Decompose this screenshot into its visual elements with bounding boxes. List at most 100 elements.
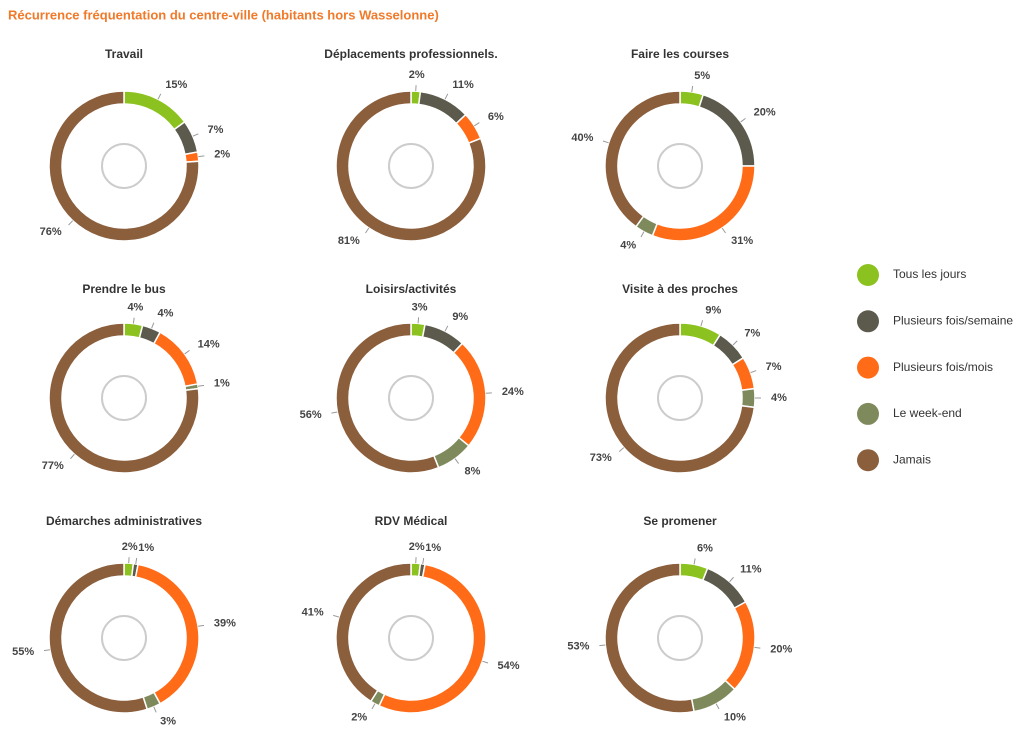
legend-label: Jamais	[893, 452, 931, 466]
donut-slice	[48, 562, 149, 714]
legend-swatch	[857, 310, 879, 333]
donut-slice	[152, 331, 199, 388]
legend-swatch	[857, 449, 879, 472]
legend-swatch	[857, 264, 879, 286]
donut-slice	[740, 387, 756, 409]
icon-placeholder	[657, 143, 703, 189]
donut-slice	[724, 600, 756, 691]
leader-line	[157, 93, 162, 100]
donut-slice	[698, 93, 756, 167]
chart-title: Faire les courses	[631, 47, 729, 61]
chart-title: RDV Médical	[375, 514, 448, 528]
legend-swatch	[857, 356, 879, 379]
leader-line	[192, 133, 199, 137]
donut-slice	[421, 323, 464, 354]
leader-line	[618, 447, 625, 452]
leader-line	[184, 349, 190, 355]
value-label: 11%	[740, 564, 762, 576]
leader-line	[43, 649, 51, 652]
icon-placeholder	[657, 615, 703, 661]
legend-label: Tous les jours	[893, 267, 966, 281]
value-label: 4%	[127, 302, 143, 314]
leader-line	[474, 122, 480, 127]
leader-line	[715, 703, 720, 710]
icon-placeholder	[101, 143, 147, 189]
leader-line	[198, 155, 205, 158]
value-label: 7%	[744, 328, 760, 340]
donut-slice	[48, 90, 200, 242]
value-label: 6%	[488, 111, 504, 123]
leader-line	[750, 370, 757, 374]
donut-slice	[417, 90, 467, 125]
value-label: 3%	[412, 301, 428, 313]
donut-slice	[651, 165, 756, 242]
leader-line	[732, 340, 738, 346]
icon-placeholder	[657, 375, 703, 421]
value-label: 7%	[766, 361, 782, 373]
leader-line	[729, 576, 734, 583]
legend-label: Le week-end	[893, 406, 962, 420]
donut-slice	[432, 436, 470, 469]
value-label: 9%	[705, 305, 721, 317]
donut-slice	[335, 562, 412, 703]
leader-line	[454, 458, 460, 464]
value-label: 8%	[464, 466, 480, 478]
legend-swatch	[857, 402, 879, 425]
icon-placeholder	[101, 375, 147, 421]
donut-slice	[335, 90, 487, 242]
value-label: 81%	[338, 235, 360, 247]
donut-slice	[184, 151, 200, 163]
leader-line	[197, 384, 205, 387]
icon-placeholder	[101, 615, 147, 661]
value-label: 9%	[452, 311, 468, 323]
value-label: 4%	[157, 307, 173, 319]
value-label: 40%	[571, 132, 593, 144]
value-label: 6%	[697, 543, 713, 555]
value-label: 5%	[694, 70, 710, 82]
donut-slice	[604, 322, 756, 474]
value-label: 2%	[122, 541, 138, 553]
donut-slice	[690, 679, 736, 713]
leader-line	[640, 231, 645, 238]
value-label: 39%	[214, 618, 236, 630]
leader-line	[754, 646, 761, 649]
icon-placeholder	[388, 143, 434, 189]
legend-label: Plusieurs fois/semaine	[893, 313, 1013, 327]
value-label: 1%	[214, 378, 230, 390]
value-label: 2%	[409, 541, 425, 553]
value-label: 11%	[452, 79, 474, 91]
donut-slice	[48, 322, 200, 474]
leader-line	[331, 411, 338, 414]
leader-line	[700, 320, 704, 327]
value-label: 24%	[502, 386, 524, 398]
value-label: 3%	[160, 715, 176, 727]
value-label: 53%	[567, 640, 589, 652]
value-label: 2%	[214, 149, 230, 161]
value-label: 55%	[12, 646, 34, 658]
leader-line	[422, 557, 425, 565]
value-label: 10%	[724, 712, 746, 724]
leader-line	[333, 614, 340, 618]
leader-line	[151, 322, 155, 329]
donut-slice	[335, 322, 440, 474]
donut-slice	[679, 322, 722, 347]
chart-title: Déplacements professionnels.	[324, 47, 497, 61]
chart-title: Se promener	[643, 514, 717, 528]
value-label: 14%	[198, 338, 220, 350]
donut-slice	[123, 90, 186, 131]
icon-placeholder	[388, 375, 434, 421]
donut-slice	[731, 356, 756, 392]
chart-title: Loisirs/activités	[366, 282, 457, 296]
value-label: 7%	[208, 124, 224, 136]
value-label: 56%	[300, 409, 322, 421]
donut-slice	[173, 120, 199, 156]
leader-line	[371, 703, 376, 710]
leader-line	[602, 140, 609, 144]
page-title: Récurrence fréquentation du centre-ville…	[8, 7, 439, 22]
leader-line	[740, 117, 746, 123]
chart-title: Travail	[105, 47, 143, 61]
value-label: 76%	[40, 226, 62, 238]
legend-label: Plusieurs fois/mois	[893, 360, 993, 374]
icon-placeholder	[388, 615, 434, 661]
value-label: 2%	[351, 712, 367, 724]
